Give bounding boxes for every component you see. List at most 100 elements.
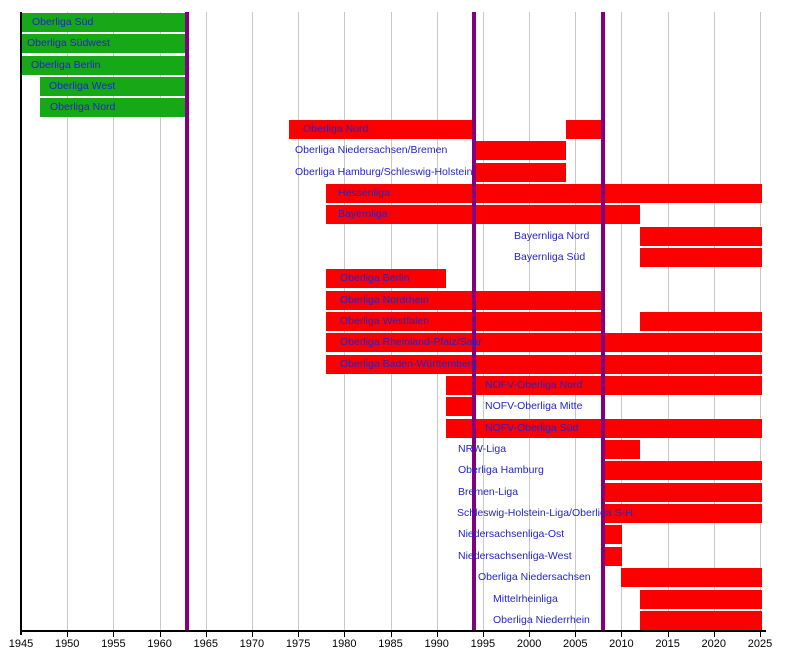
x-axis-tick-label: 1955 xyxy=(101,638,126,650)
row-label: Hessenliga xyxy=(338,186,390,199)
row-label: Bayernliga xyxy=(338,208,388,221)
timeline-bar xyxy=(603,461,762,481)
row-label: Oberliga Westfalen xyxy=(340,314,430,327)
x-axis-tick-label: 2020 xyxy=(701,638,727,650)
x-axis-tick-2020 xyxy=(713,632,715,637)
row-label: Oberliga Südwest xyxy=(27,37,110,50)
gridline-1950 xyxy=(67,12,69,630)
row-label: Oberliga Süd xyxy=(32,16,94,28)
x-axis-tick-label: 1980 xyxy=(332,638,357,650)
timeline-bar xyxy=(603,440,640,459)
epoch-divider-line-2008 xyxy=(601,12,605,630)
timeline-bar xyxy=(325,354,762,374)
timeline-bar xyxy=(639,247,762,267)
gridline-1960 xyxy=(159,12,161,630)
x-axis-tick-2000 xyxy=(529,632,531,637)
x-axis-tick-1955 xyxy=(113,632,115,637)
row-label: Mittelrheinliga xyxy=(493,592,558,605)
gridline-1970 xyxy=(251,12,253,630)
x-axis-tick-label: 1960 xyxy=(147,638,172,650)
timeline-bar xyxy=(325,333,762,353)
gridline-1975 xyxy=(298,12,300,630)
x-axis-tick-1990 xyxy=(436,632,438,637)
row-label: Schleswig-Holstein-Liga/Oberliga S-H xyxy=(457,507,633,520)
timeline-bar xyxy=(473,141,566,161)
x-axis-tick-1980 xyxy=(344,632,346,637)
x-axis-tick-1975 xyxy=(298,632,300,637)
epoch-divider-line-1963 xyxy=(185,12,190,630)
timeline-bar xyxy=(325,290,603,310)
row-label: Oberliga Niederrhein xyxy=(493,613,590,626)
timeline-bar xyxy=(325,311,603,331)
x-axis-tick-label: 1970 xyxy=(239,638,265,650)
x-axis-tick-label: 1975 xyxy=(285,638,311,650)
x-axis-tick-label: 2015 xyxy=(655,638,680,650)
x-axis-tick-1960 xyxy=(159,632,161,637)
timeline-bar xyxy=(639,589,762,609)
row-label: Oberliga Hamburg xyxy=(458,464,544,477)
row-label: Oberliga Rheinland-Pfalz/Saar xyxy=(340,336,482,349)
timeline-bar xyxy=(288,119,474,139)
x-axis-tick-1995 xyxy=(482,632,484,637)
row-label: Oberliga West xyxy=(49,80,116,93)
timeline-bar xyxy=(639,226,762,246)
timeline-bar xyxy=(39,77,188,97)
row-label: Oberliga Nord xyxy=(303,122,369,135)
timeline-bar xyxy=(639,311,762,331)
x-axis-line xyxy=(20,630,766,632)
row-label: NOFV-Oberliga Süd xyxy=(485,421,579,434)
y-axis-line xyxy=(20,12,22,635)
row-label: Oberliga Niedersachsen xyxy=(478,571,591,584)
timeline-bar xyxy=(445,397,474,417)
x-axis-tick-label: 2025 xyxy=(747,638,773,650)
timeline-bar xyxy=(603,504,762,524)
timeline-bar xyxy=(639,610,762,630)
timeline-bar xyxy=(39,98,188,118)
row-label: Niedersachsenliga-Ost xyxy=(458,528,565,541)
x-axis-tick-label: 2000 xyxy=(516,638,542,650)
epoch-divider-line-1994 xyxy=(471,12,476,630)
timeline-bar xyxy=(566,119,603,139)
timeline-bar xyxy=(603,525,622,545)
row-label: NOFV-Oberliga Nord xyxy=(485,379,583,391)
x-axis-tick-label: 1950 xyxy=(54,638,80,650)
timeline-bar xyxy=(21,55,188,75)
x-axis-tick-1950 xyxy=(67,632,69,637)
x-axis-tick-label: 1945 xyxy=(8,638,34,650)
x-axis-tick-1970 xyxy=(251,632,253,637)
x-axis-tick-1965 xyxy=(205,632,207,637)
gridline-1955 xyxy=(113,12,115,630)
x-axis-tick-1985 xyxy=(390,632,392,637)
row-label: Niedersachsenliga-West xyxy=(458,549,572,562)
row-label: Oberliga Berlin xyxy=(340,272,410,285)
x-axis-tick-2025 xyxy=(760,632,761,637)
x-axis-tick-2015 xyxy=(667,632,669,637)
timeline-bar xyxy=(621,568,762,588)
row-label: Oberliga Berlin xyxy=(31,58,101,71)
row-label: NOFV-Oberliga Mitte xyxy=(485,400,583,413)
timeline-bar xyxy=(603,482,762,502)
gridline-1965 xyxy=(205,12,207,630)
row-label: Oberliga Nord xyxy=(50,101,116,114)
row-label: Bremen-Liga xyxy=(458,485,519,498)
timeline-bar xyxy=(325,269,446,289)
row-label: NRW-Liga xyxy=(458,443,507,455)
timeline-bar xyxy=(325,183,762,203)
x-axis-tick-label: 1985 xyxy=(378,638,403,650)
x-axis-tick-label: 2005 xyxy=(563,638,588,650)
timeline-bar xyxy=(325,205,640,225)
x-axis-tick-label: 1990 xyxy=(424,638,449,650)
row-label: Bayernliga Süd xyxy=(514,250,586,263)
timeline-bar xyxy=(21,34,188,54)
row-label: Oberliga Hamburg/Schleswig-Holstein xyxy=(295,165,473,178)
row-label: Bayernliga Nord xyxy=(514,229,590,242)
timeline-bar xyxy=(603,546,622,566)
row-label: Oberliga Niedersachsen/Bremen xyxy=(295,144,448,157)
x-axis-tick-2005 xyxy=(575,632,577,637)
timeline-bar xyxy=(473,162,566,182)
